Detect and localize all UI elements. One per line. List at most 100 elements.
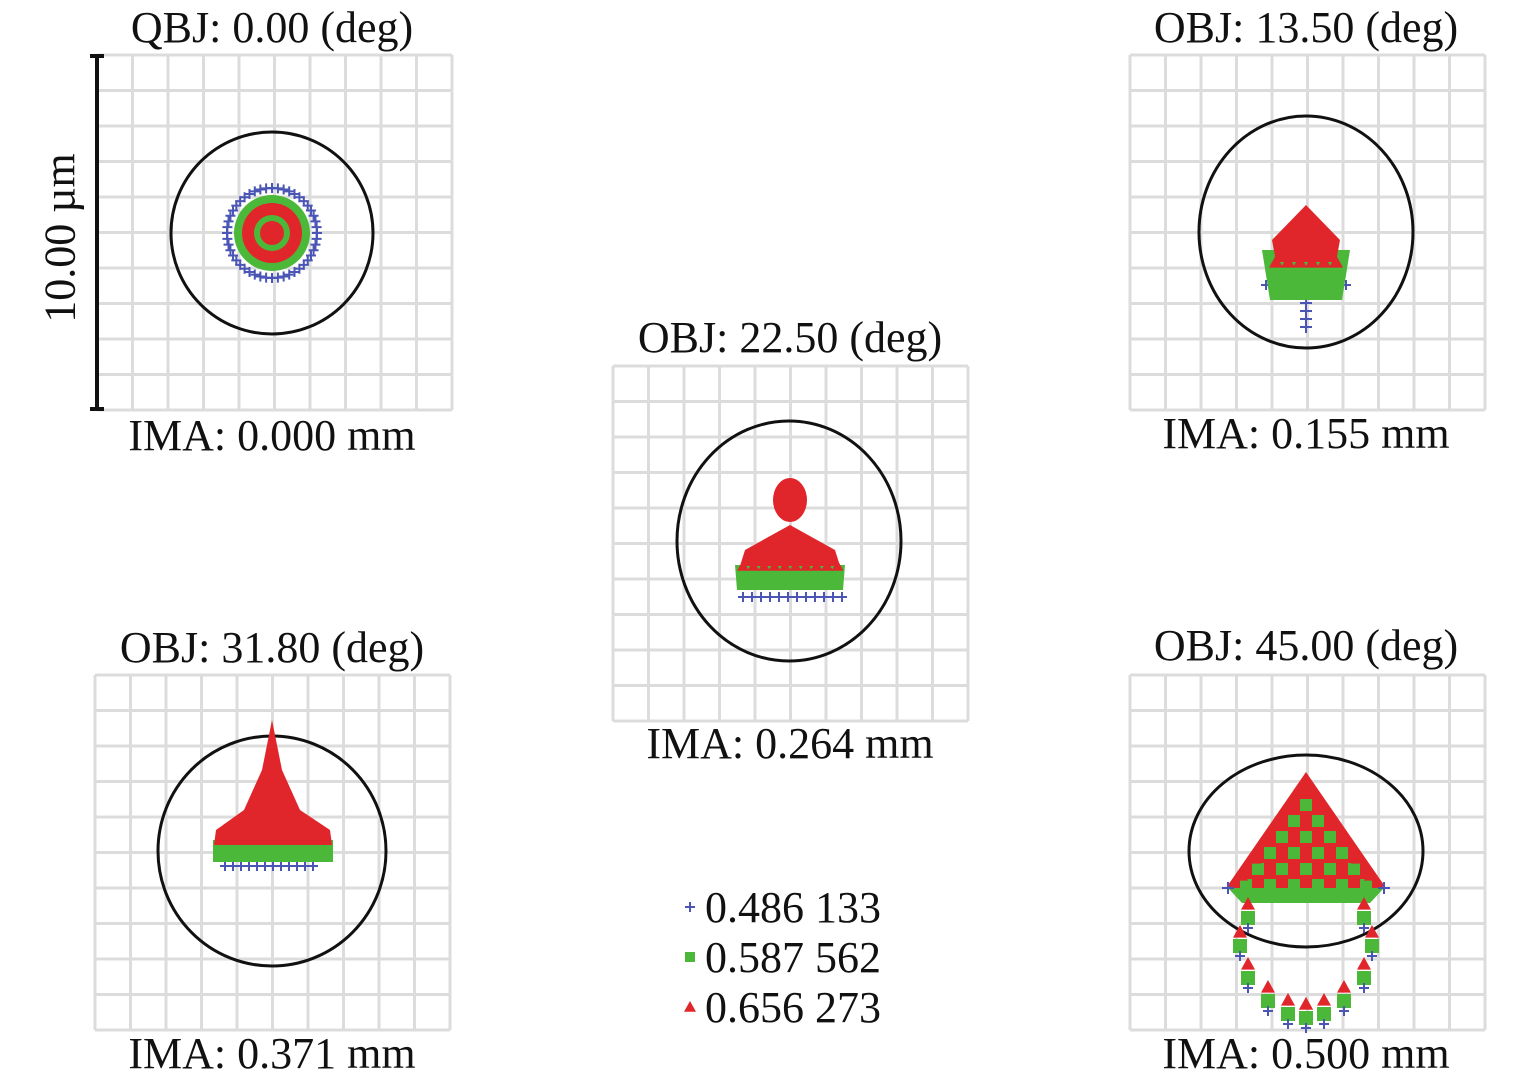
panel-3-ima-label: IMA: 0.264 mm bbox=[646, 719, 934, 768]
spot-triangle bbox=[810, 560, 823, 571]
spot-square bbox=[1317, 1007, 1331, 1021]
spot-square bbox=[1241, 971, 1255, 985]
spot-square bbox=[1337, 994, 1351, 1008]
spot-triangle bbox=[1337, 980, 1351, 993]
spot-plus bbox=[222, 222, 233, 233]
spot-triangle bbox=[1241, 957, 1255, 970]
spot-triangle bbox=[1317, 255, 1331, 268]
spot-triangle bbox=[1233, 925, 1247, 938]
spot-square bbox=[1300, 863, 1312, 875]
spot-plus bbox=[810, 592, 820, 602]
spot-plus bbox=[801, 592, 811, 602]
panel-5-obj-label: OBJ: 45.00 (deg) bbox=[1153, 621, 1459, 670]
spot-plus bbox=[310, 216, 321, 227]
spot-plus bbox=[225, 245, 236, 256]
spot-triangle bbox=[1281, 255, 1295, 268]
spot-triangle bbox=[1281, 993, 1295, 1006]
spot-plus bbox=[1359, 983, 1369, 993]
spot-triangle bbox=[747, 560, 760, 571]
spot-plus bbox=[284, 186, 295, 197]
spot-plus bbox=[249, 269, 260, 280]
spot-triangle bbox=[758, 560, 770, 571]
spot-square bbox=[1336, 879, 1348, 891]
spot-plus bbox=[255, 184, 266, 195]
legend-item-blue: 0.486 133 bbox=[705, 883, 881, 932]
spot-plus bbox=[756, 592, 766, 602]
spot-square bbox=[1312, 815, 1324, 827]
spot-plus bbox=[828, 592, 838, 602]
spot-square bbox=[1288, 847, 1300, 859]
spot-square bbox=[1357, 911, 1371, 925]
spot-triangle bbox=[1261, 980, 1275, 993]
grid bbox=[1128, 53, 1487, 412]
airy-circle bbox=[675, 419, 903, 663]
spot-square bbox=[1300, 831, 1312, 843]
spot-plus bbox=[284, 269, 295, 280]
spot-square bbox=[1264, 879, 1276, 891]
airy-circle bbox=[1187, 753, 1425, 949]
spot-triangle bbox=[1299, 783, 1313, 796]
spot-triangle bbox=[1357, 897, 1371, 910]
spot-cluster-green bbox=[213, 840, 333, 862]
spot-triangle bbox=[1317, 993, 1331, 1006]
panel-2-obj-label: OBJ: 13.50 (deg) bbox=[1153, 3, 1459, 52]
panel-1-ima-label: IMA: 0.000 mm bbox=[128, 411, 416, 460]
spot-triangle bbox=[1312, 800, 1326, 813]
spot-plus bbox=[311, 233, 322, 244]
spot-plus bbox=[305, 205, 316, 216]
spot-triangle bbox=[684, 1001, 696, 1012]
spot-triangle bbox=[1241, 897, 1255, 910]
scale-bar bbox=[90, 54, 104, 411]
spot-triangle bbox=[737, 560, 749, 571]
spot-triangle bbox=[831, 560, 844, 571]
spot-plus bbox=[223, 239, 234, 250]
panel-2-ima-label: IMA: 0.155 mm bbox=[1162, 409, 1450, 458]
spot-plus bbox=[1263, 1006, 1273, 1016]
legend-item-green: 0.587 562 bbox=[705, 933, 881, 982]
spot-plus bbox=[311, 222, 322, 233]
panel-4-obj-label: OBJ: 31.80 (deg) bbox=[119, 623, 425, 672]
spot-plus bbox=[1300, 321, 1312, 333]
spot-cluster-green bbox=[1228, 888, 1384, 903]
spot-plus bbox=[255, 271, 266, 282]
spot-plus bbox=[819, 592, 829, 602]
spot-plus bbox=[278, 184, 289, 195]
spot-plus bbox=[278, 271, 289, 282]
spot-square bbox=[1348, 863, 1360, 875]
spot-triangle bbox=[1299, 997, 1313, 1010]
spot-square bbox=[1288, 879, 1300, 891]
spot-triangle bbox=[1305, 255, 1319, 268]
spot-square bbox=[1336, 847, 1348, 859]
spot-square bbox=[1264, 847, 1276, 859]
panel-3-obj-label: OBJ: 22.50 (deg) bbox=[637, 313, 943, 362]
spot-triangle bbox=[1325, 817, 1339, 830]
spot-plus bbox=[310, 239, 321, 250]
spot-square bbox=[1300, 799, 1312, 811]
spot-plus bbox=[837, 592, 847, 602]
spot-plus bbox=[1339, 1006, 1349, 1016]
scale-bar-label: 10.00 µm bbox=[35, 153, 85, 323]
spot-square bbox=[1288, 815, 1300, 827]
spot-plus bbox=[249, 186, 260, 197]
spot-plus bbox=[765, 592, 775, 602]
spot-plus bbox=[1243, 923, 1253, 933]
spot-square bbox=[1276, 863, 1288, 875]
spot-plus bbox=[1243, 983, 1253, 993]
spot-cluster-green bbox=[735, 565, 845, 590]
spot-cluster-red bbox=[740, 525, 840, 566]
spot-triangle bbox=[1273, 817, 1287, 830]
spot-plus bbox=[272, 183, 283, 194]
spot-square bbox=[1276, 831, 1288, 843]
spot-plus bbox=[308, 861, 318, 871]
spot-plus bbox=[1378, 882, 1390, 894]
spot-square bbox=[1360, 879, 1372, 891]
spot-plus bbox=[223, 216, 234, 227]
spot-square bbox=[1240, 879, 1252, 891]
spot-plus bbox=[783, 592, 793, 602]
spot-plus bbox=[1367, 951, 1377, 961]
spot-plus bbox=[738, 592, 748, 602]
spot-plus bbox=[244, 189, 255, 200]
spot-triangle bbox=[1293, 255, 1307, 268]
spot-plus bbox=[1283, 1019, 1293, 1029]
spot-triangle bbox=[789, 560, 802, 571]
